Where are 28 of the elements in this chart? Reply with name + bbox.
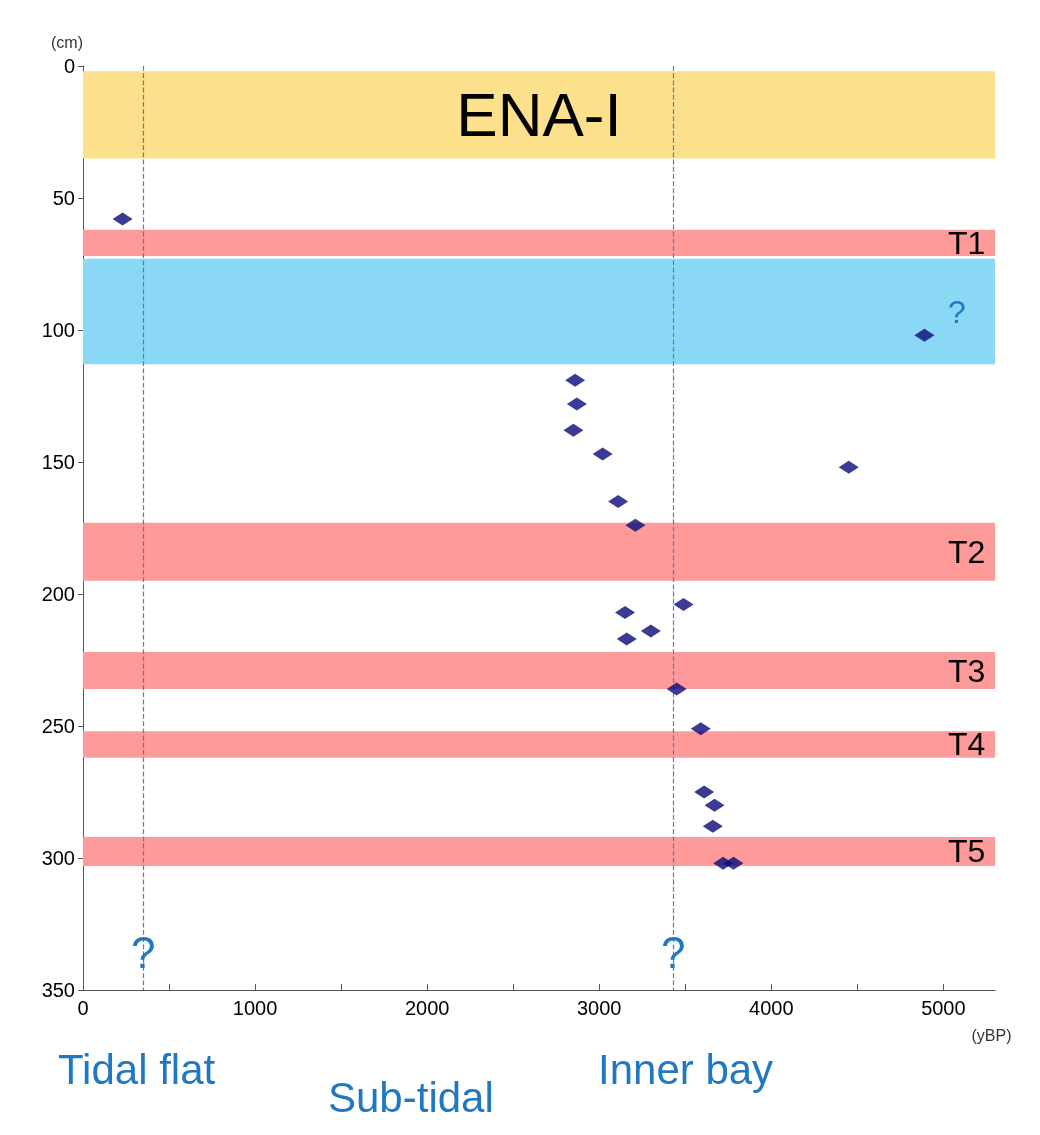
band-label: ENA-I	[456, 80, 622, 150]
y-tick-label: 200	[41, 583, 75, 605]
y-tick-label: 100	[41, 319, 75, 341]
text: Sub-tidal	[328, 1073, 494, 1121]
x-tick-label: 3000	[576, 997, 622, 1019]
band-label: T4	[948, 726, 986, 763]
y-axis-title: (cm)	[51, 33, 83, 51]
y-tick-label: 250	[41, 715, 75, 737]
band-label: ?	[948, 293, 966, 330]
y-tick-label: 350	[41, 979, 75, 1001]
x-tick-label: 4000	[749, 997, 794, 1019]
x-tick-label: 0	[77, 997, 89, 1019]
y-tick-label: 300	[41, 847, 75, 869]
band-label: T5	[948, 833, 986, 870]
ref-line-label: ?	[660, 927, 686, 977]
x-tick-label: 2000	[404, 997, 450, 1019]
y-tick-label: 150	[41, 451, 75, 473]
x-tick-label: 1000	[232, 997, 278, 1019]
y-tick-label: 0	[63, 55, 75, 77]
band-label: T1	[948, 224, 986, 261]
text: Inner bay	[598, 1045, 774, 1093]
x-axis-title: (yBP)	[971, 1026, 1012, 1044]
x-tick-label: 5000	[921, 997, 966, 1019]
text: Tidal flat	[58, 1045, 216, 1093]
ref-line-label: ?	[130, 927, 156, 977]
band-label: T2	[948, 533, 986, 570]
band-label: T3	[948, 652, 986, 689]
y-tick-label: 50	[52, 187, 75, 209]
